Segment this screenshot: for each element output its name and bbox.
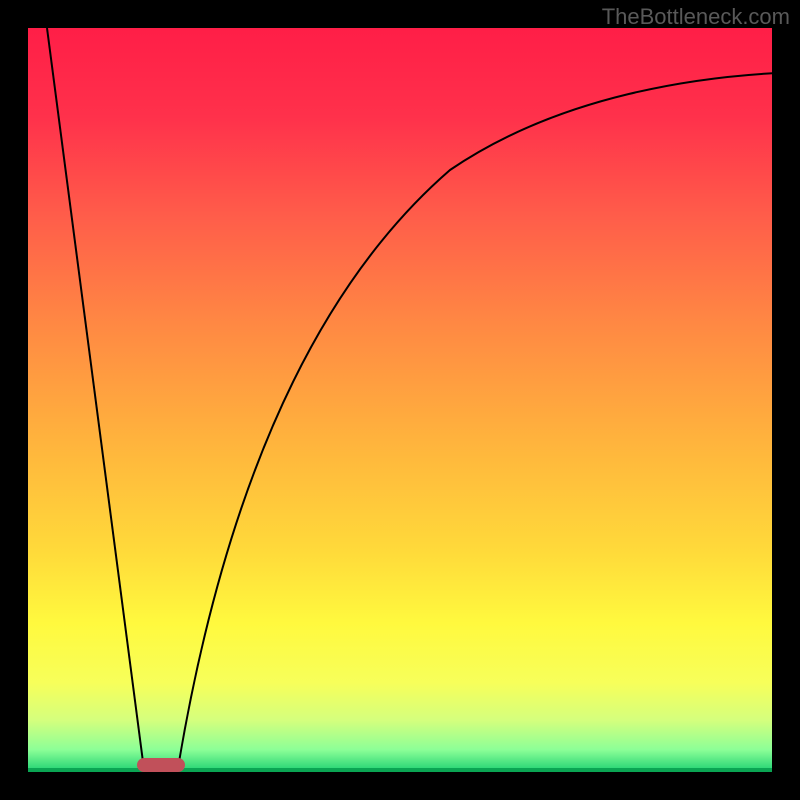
chart-container: TheBottleneck.com	[0, 0, 800, 800]
marker-pill	[137, 758, 185, 772]
chart-svg	[0, 0, 800, 800]
watermark-text: TheBottleneck.com	[602, 4, 790, 30]
plot-background	[28, 28, 772, 772]
